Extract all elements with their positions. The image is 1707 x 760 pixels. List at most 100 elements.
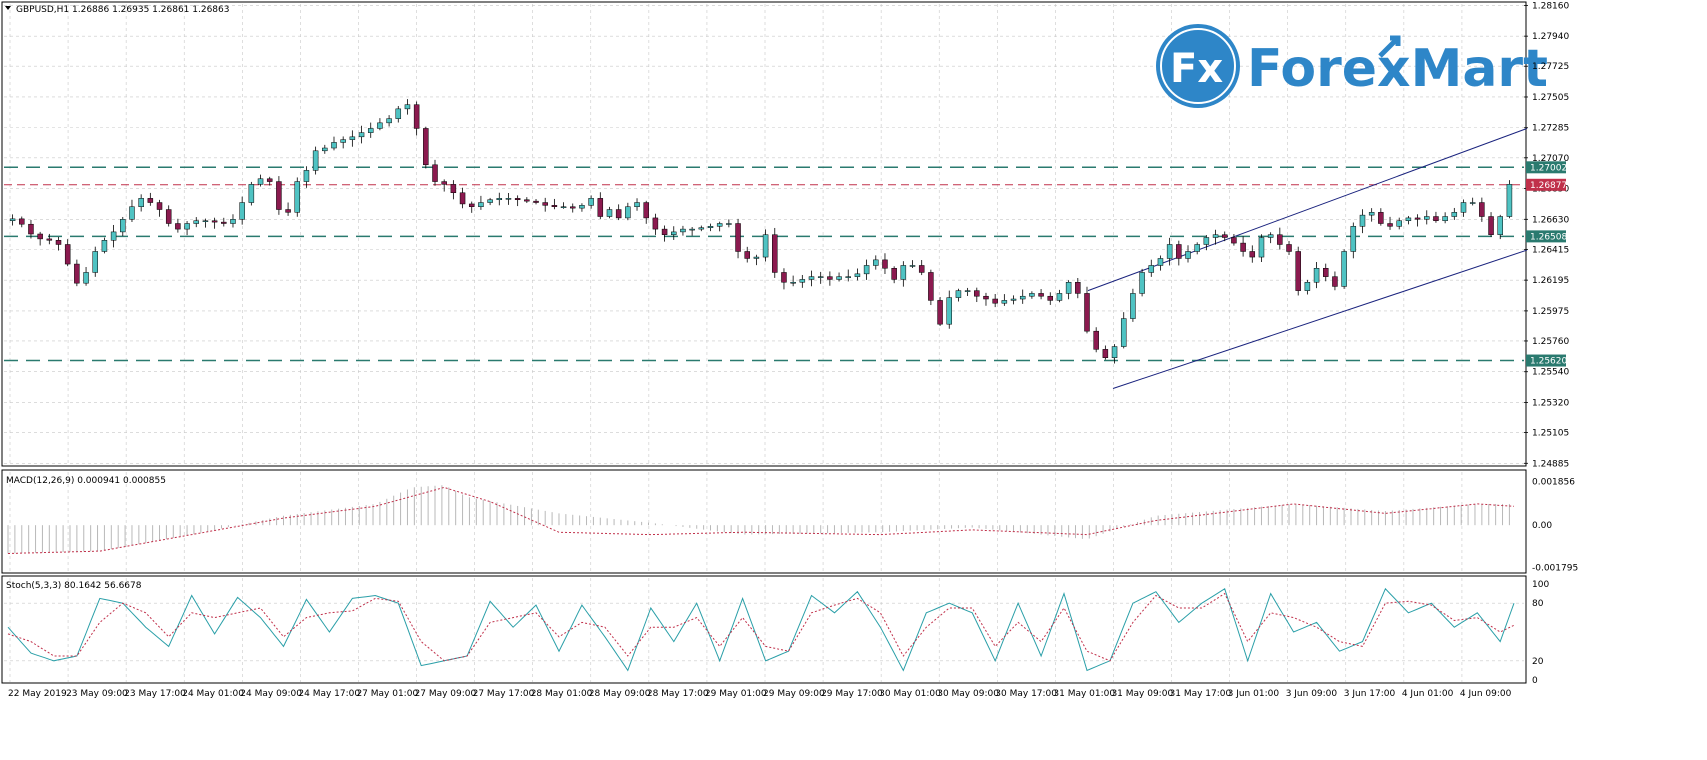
candle-body xyxy=(1084,293,1090,332)
time-tick-label: 27 May 09:00 xyxy=(415,689,477,699)
candle-body xyxy=(597,198,604,217)
candle-body xyxy=(1341,251,1347,287)
candle-body xyxy=(1387,223,1393,227)
candle-body xyxy=(524,199,530,202)
candle-body xyxy=(64,244,71,265)
price-tick-label: 1.28160 xyxy=(1532,1,1569,11)
candle-body xyxy=(983,295,989,300)
candle-body xyxy=(1442,216,1448,221)
candle-body xyxy=(1157,258,1164,266)
candle-body xyxy=(459,192,466,205)
price-tick-label: 1.27285 xyxy=(1532,124,1569,134)
candle-body xyxy=(716,223,723,227)
time-tick-label: 28 May 09:00 xyxy=(589,689,651,699)
price-tick-label: 1.25760 xyxy=(1532,337,1569,347)
logo-text: ForexMart xyxy=(1247,39,1548,99)
candle-body xyxy=(735,223,741,252)
candle-body xyxy=(652,217,659,230)
stoch-axis: 100 80 20 0 xyxy=(1532,580,1549,686)
candle-body xyxy=(1258,237,1265,258)
candle-body xyxy=(165,209,172,224)
candle-body xyxy=(533,200,539,203)
candle-body xyxy=(1332,276,1338,287)
symbol-info-label: GBPUSD,H1 1.26886 1.26935 1.26861 1.2686… xyxy=(16,5,229,15)
candle-body xyxy=(441,181,447,185)
candle-body xyxy=(937,300,943,325)
candle-body xyxy=(230,219,236,224)
candle-body xyxy=(46,238,53,241)
candle-body xyxy=(74,263,80,284)
candle-body xyxy=(1212,234,1219,238)
triangle-down-icon[interactable] xyxy=(5,6,11,10)
time-tick-label: 3 Jun 09:00 xyxy=(1286,689,1338,699)
candle-body xyxy=(900,265,907,280)
candle-body xyxy=(1460,202,1467,213)
candle-body xyxy=(964,290,971,292)
candle-body xyxy=(294,181,301,213)
candle-body xyxy=(873,259,879,266)
candle-body xyxy=(808,276,815,280)
candle-body xyxy=(1166,244,1173,259)
stoch-tick-label: 20 xyxy=(1532,657,1544,667)
grid-lines xyxy=(4,4,1524,682)
candle-body xyxy=(1368,212,1375,216)
price-tick-label: 1.26415 xyxy=(1532,245,1569,255)
candle-body xyxy=(120,219,126,233)
stoch-label: Stoch(5,3,3) 80.1642 56.6678 xyxy=(6,581,142,591)
price-level-tags: 1.27002 1.26877 1.26508 1.25620 xyxy=(1526,161,1567,367)
stoch-panel-frame xyxy=(1,575,1527,684)
time-tick-label: 3 Jun 17:00 xyxy=(1344,689,1396,699)
candle-body xyxy=(1506,184,1513,217)
time-tick-label: 28 May 17:00 xyxy=(647,689,709,699)
price-tick-label: 1.26630 xyxy=(1532,215,1569,225)
price-tick-label: 1.27070 xyxy=(1532,154,1569,164)
candle-body xyxy=(147,198,154,203)
price-tick-label: 1.27725 xyxy=(1532,62,1569,72)
forexmart-logo: Fx ForexMart xyxy=(1156,24,1548,108)
price-tick-label: 1.27940 xyxy=(1532,32,1569,42)
candle-body xyxy=(551,205,558,207)
candle-body xyxy=(836,276,842,280)
candle-body xyxy=(266,178,273,182)
candle-body xyxy=(285,209,291,213)
candle-body xyxy=(83,272,89,284)
candle-body xyxy=(184,223,190,230)
candle-body xyxy=(689,228,695,231)
candle-body xyxy=(772,234,778,273)
candle-body xyxy=(1029,293,1035,297)
time-tick-label: 29 May 01:00 xyxy=(705,689,767,699)
candle-body xyxy=(1010,298,1017,301)
logo-circle-ring xyxy=(1160,28,1236,104)
price-tick-label: 1.27505 xyxy=(1532,93,1569,103)
candle-body xyxy=(1497,216,1503,235)
candle-body xyxy=(156,202,163,210)
candle-body xyxy=(588,198,594,206)
time-tick-label: 24 May 01:00 xyxy=(182,689,244,699)
candle-body xyxy=(542,202,548,206)
candle-body xyxy=(1194,244,1200,252)
candle-body xyxy=(1019,295,1026,300)
candle-body xyxy=(340,139,346,143)
candle-body xyxy=(1038,293,1044,297)
candle-body xyxy=(386,118,392,124)
time-tick-label: 23 May 09:00 xyxy=(66,689,128,699)
candle-body xyxy=(1065,281,1072,294)
time-tick-label: 31 May 17:00 xyxy=(1170,689,1232,699)
candle-body xyxy=(358,132,365,138)
candle-body xyxy=(1093,330,1099,350)
candle-body xyxy=(496,198,503,200)
price-tag-box xyxy=(1526,178,1566,191)
macd-panel-frame xyxy=(1,469,1527,574)
candle-body xyxy=(1111,346,1118,358)
candle-body xyxy=(1313,268,1320,283)
candle-body xyxy=(413,104,420,129)
candle-body xyxy=(570,206,576,209)
candle-body xyxy=(891,268,897,280)
candle-body xyxy=(992,298,998,304)
candle-body xyxy=(1001,300,1008,304)
candle-body xyxy=(1139,272,1145,294)
candle-body xyxy=(1488,216,1494,235)
candle-body xyxy=(1176,244,1182,259)
